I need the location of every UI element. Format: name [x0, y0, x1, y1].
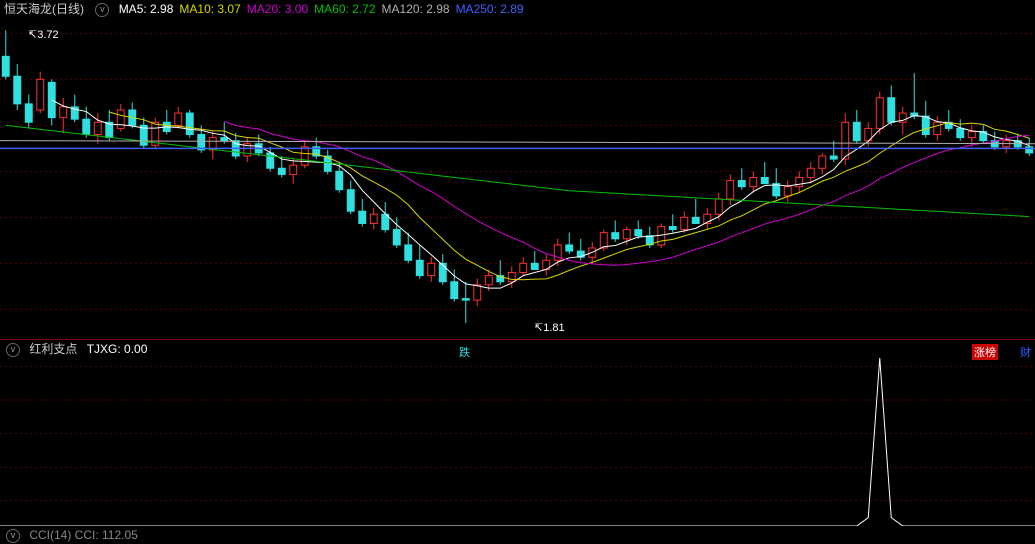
footer-header: v CCI(14) CCI: 112.05: [0, 526, 1035, 544]
indicator-chart[interactable]: [0, 358, 1035, 526]
ma-value: MA60: 2.72: [314, 2, 375, 16]
indicator-header: v 红利支点 TJXG: 0.00: [0, 340, 1035, 358]
chevron-down-icon[interactable]: v: [95, 3, 109, 17]
ma-value: MA5: 2.98: [119, 2, 174, 16]
indicator-title: 红利支点: [29, 342, 77, 356]
ma-value: MA120: 2.98: [382, 2, 450, 16]
main-chart-header: 恒天海龙(日线) v MA5: 2.98 MA10: 3.07 MA20: 3.00…: [0, 0, 1035, 18]
stock-title: 恒天海龙(日线): [4, 2, 84, 16]
chart-badge: 涨榜: [972, 344, 998, 360]
ma-value: MA10: 3.07: [179, 2, 240, 16]
indicator-value: TJXG: 0.00: [87, 342, 148, 356]
main-candlestick-chart[interactable]: [0, 18, 1035, 340]
ma-value: MA250: 2.89: [456, 2, 524, 16]
chart-badge: 财: [1018, 344, 1033, 360]
ma-value: MA20: 3.00: [247, 2, 308, 16]
chart-badge: 跌: [457, 344, 472, 360]
footer-text: CCI(14) CCI: 112.05: [29, 528, 138, 542]
chevron-down-icon[interactable]: v: [6, 343, 20, 357]
